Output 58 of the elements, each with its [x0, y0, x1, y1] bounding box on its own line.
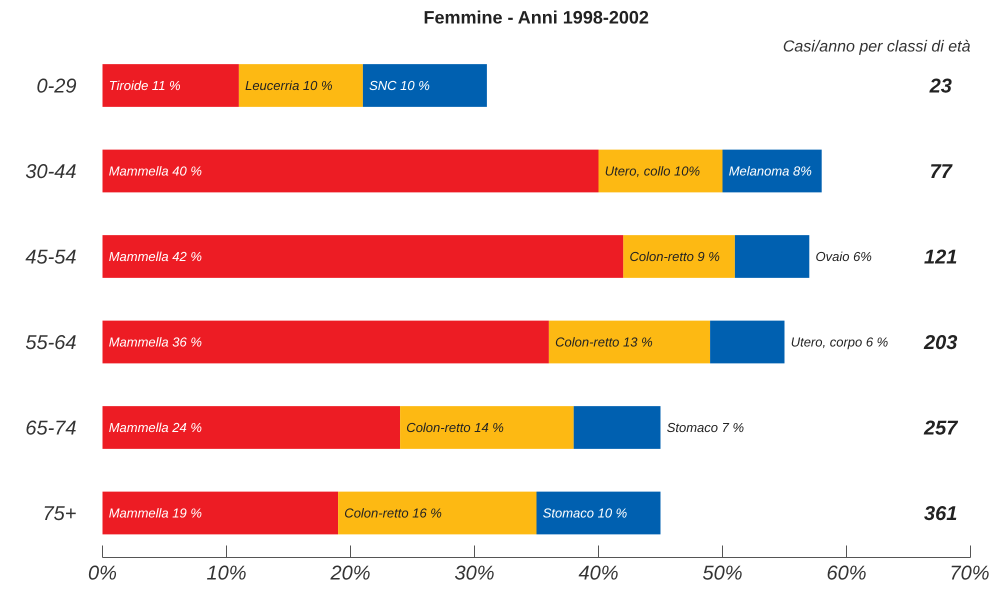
annotation: 361 [924, 503, 958, 526]
chart-title: Femmine - Anni 1998-2002 [423, 8, 649, 28]
bar [338, 492, 536, 534]
bar [574, 406, 660, 449]
x-tick-label: 40% [578, 562, 619, 584]
annotation: 203 [923, 332, 958, 354]
bar [238, 64, 363, 107]
y-tick-label: 30-44 [25, 161, 77, 184]
annotation: 121 [924, 246, 958, 269]
bar [548, 320, 710, 364]
bar [710, 320, 784, 364]
data-label: Mammella 24 % [108, 420, 202, 436]
data-label: Colon-retto 9 % [630, 249, 720, 264]
data-label: Mammella 42 % [108, 249, 202, 264]
bar [722, 150, 822, 192]
y-tick-label: 55-64 [25, 332, 77, 354]
bar [102, 64, 239, 107]
bar [102, 320, 549, 364]
annotation: 23 [928, 76, 952, 98]
data-label: Utero, corpo 6 % [790, 334, 888, 350]
data-label: Leucerria 10 % [245, 78, 333, 94]
bar [598, 150, 722, 192]
data-label: Colon-retto 13 % [555, 334, 653, 350]
x-tick-label: 60% [826, 562, 867, 584]
y-tick-label: 45-54 [25, 246, 77, 269]
bar [102, 492, 338, 534]
annotation: Casi/anno per classi di età [782, 38, 971, 56]
data-label: Mammella 40 % [108, 164, 202, 179]
x-tick-label: 0% [88, 562, 117, 584]
y-tick-label: 75+ [42, 503, 77, 526]
data-label: Colon-retto 14 % [406, 420, 504, 436]
data-label: Mammella 36 % [108, 334, 202, 350]
bar [102, 235, 624, 278]
bar [362, 64, 487, 107]
x-tick-label: 20% [329, 562, 371, 584]
annotation: 77 [930, 161, 953, 184]
bar [734, 235, 810, 278]
bar [102, 406, 400, 449]
bar [536, 492, 660, 534]
x-tick-label: 10% [206, 562, 247, 584]
x-tick-label: 30% [454, 562, 495, 584]
data-label: Stomaco 10 % [542, 506, 628, 521]
data-label: Tiroide 11 % [108, 78, 181, 94]
x-tick-label: 50% [702, 562, 743, 584]
y-tick-label: 65-74 [25, 418, 77, 440]
annotation: 257 [923, 418, 958, 440]
data-label: Colon-retto 16 % [344, 506, 442, 521]
data-label: SNC 10 % [369, 78, 430, 94]
bar [400, 406, 574, 449]
data-label: Mammella 19 % [108, 506, 202, 521]
data-label: Stomaco 7 % [666, 420, 744, 436]
x-tick-label: 70% [949, 562, 989, 584]
data-label: Melanoma 8% [728, 164, 812, 179]
data-label: Ovaio 6% [816, 249, 872, 264]
y-tick-label: 0-29 [36, 76, 76, 98]
bar [102, 150, 598, 192]
bar [623, 235, 735, 278]
data-label: Utero, collo 10% [604, 164, 700, 179]
